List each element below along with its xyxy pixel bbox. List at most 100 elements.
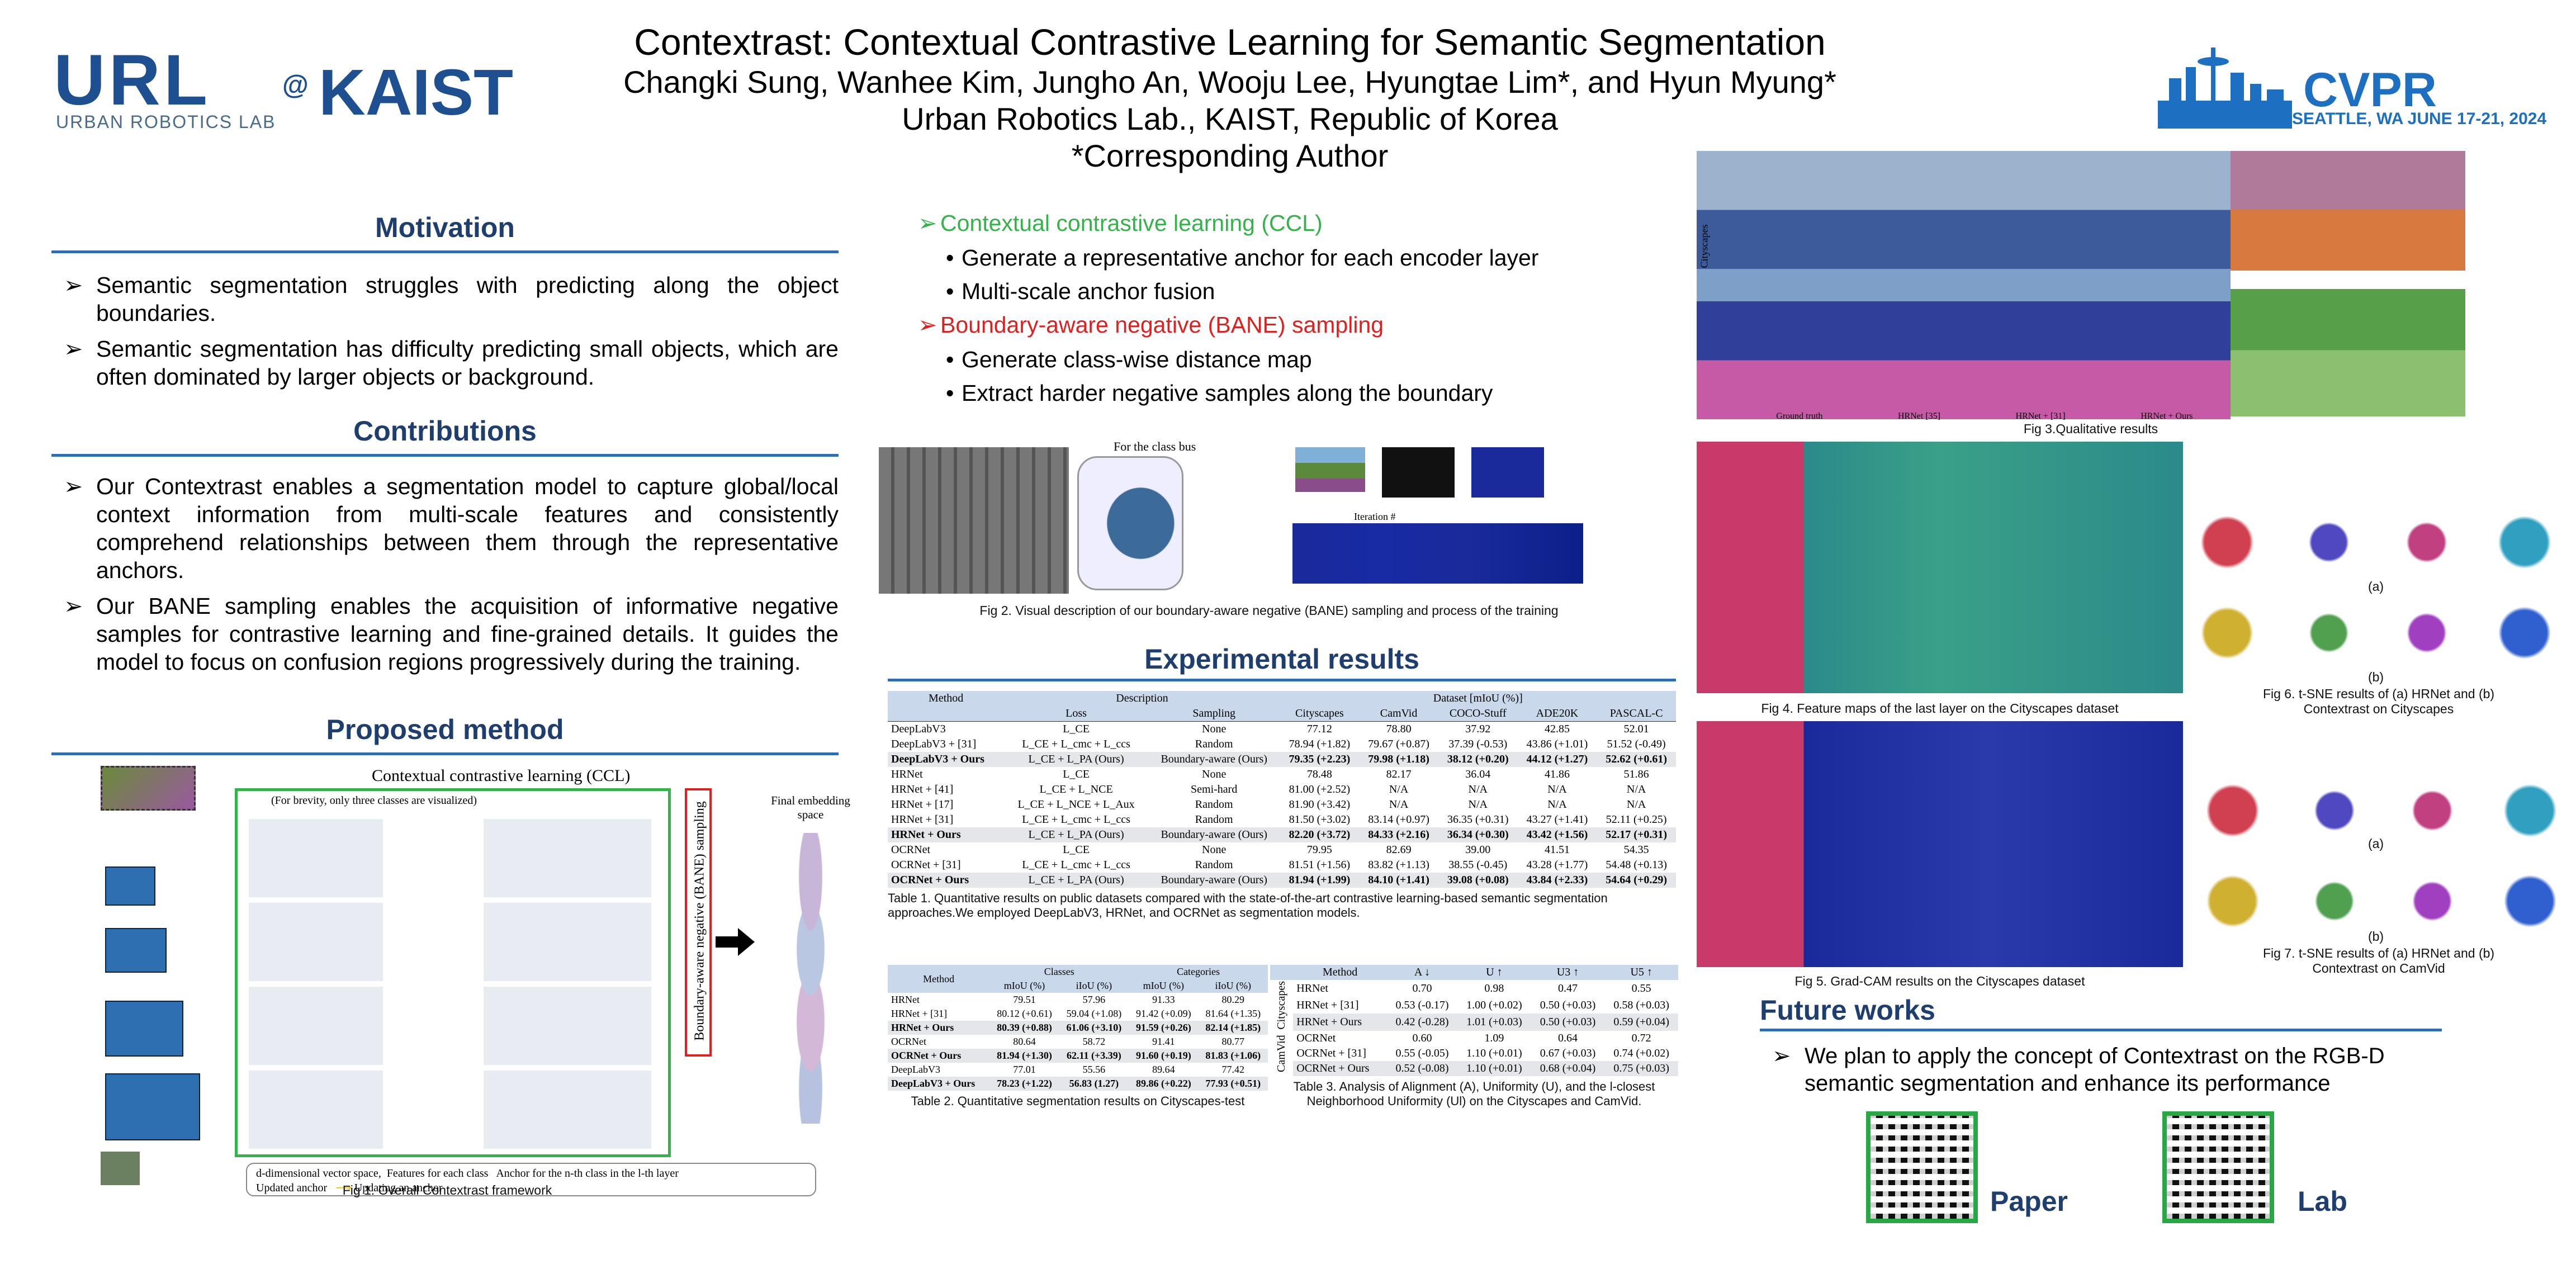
fig5-gradcam (1697, 721, 2183, 967)
table-cell: 41.51 (1544, 844, 1570, 856)
table-cell: HRNet + [41] (891, 783, 954, 795)
table-row: OCRNet 80.64 58.72 91.41 80.77 (888, 1035, 1268, 1049)
table-cell: 0.53 (-0.17) (1395, 998, 1449, 1011)
fig7-a-label: (a) (2367, 836, 2384, 851)
fig2-embedding (1077, 456, 1183, 590)
table-cell: 91.41 (1152, 1036, 1175, 1047)
table-cell: 77.12 (1306, 723, 1332, 735)
table-cell: 61.06 (+3.10) (1066, 1022, 1122, 1033)
table-header: U ↑ (1486, 966, 1503, 978)
feature-block (105, 928, 167, 973)
motivation-section: Motivation Semantic segmentation struggl… (51, 211, 839, 399)
table-cell: HRNet + [31] (891, 1008, 948, 1019)
table-header: COCO-Stuff (1449, 707, 1507, 719)
table-cell: L_CE + L_cmc + L_ccs (1022, 738, 1130, 750)
table-header: Method (929, 692, 964, 704)
table1-body: DeepLabV3 L_CE None 77.12 78.80 37.92 42.85 52.… (888, 722, 1676, 888)
table-group-label: Cityscapes (1275, 981, 1288, 1030)
table-cell: Semi-hard (1191, 783, 1238, 795)
feature-block (105, 866, 155, 906)
table-cell: 62.11 (+3.39) (1067, 1050, 1121, 1061)
table-header-row: Method A ↓ U ↑ U3 ↑ U5 ↑ (1270, 965, 1678, 980)
legend-item: Updating an anchor (354, 1182, 443, 1194)
table-cell: DeepLabV3 + Ours (891, 1078, 976, 1089)
kaist-logo: KAIST (319, 56, 513, 129)
table-cell: 82.69 (1386, 844, 1412, 856)
paper-qr-code[interactable] (1866, 1111, 1978, 1223)
lab-qr-code[interactable] (2162, 1111, 2274, 1223)
table-header: U3 ↑ (1556, 966, 1579, 978)
bane-box-label: Boundary-aware negative (BANE) sampling (692, 801, 707, 1041)
table-cell: L_CE + L_cmc + L_ccs (1022, 859, 1130, 871)
table-cell: 0.58 (+0.03) (1613, 998, 1669, 1011)
fig3-label: Ground truth (1776, 411, 1823, 421)
table-cell: 77.01 (1013, 1064, 1036, 1075)
table-cell: Boundary-aware (Ours) (1161, 753, 1267, 765)
table-cell: 84.10 (+1.41) (1368, 874, 1429, 886)
cvpr-date: SEATTLE, WA JUNE 17-21, 2024 (2292, 110, 2547, 128)
table-cell: HRNet + [17] (891, 798, 954, 811)
table-cell: 80.64 (1013, 1036, 1036, 1047)
table-row: HRNet + [41] L_CE + L_NCE Semi-hard 81.00 (… (888, 782, 1676, 797)
table-cell: 38.12 (+0.20) (1447, 753, 1509, 765)
bane-box: Boundary-aware negative (BANE) sampling (685, 788, 712, 1057)
table-cell: 1.10 (+0.01) (1466, 1062, 1522, 1074)
table-row: HRNet + Ours 80.39 (+0.88) 61.06 (+3.10) 91… (888, 1021, 1268, 1035)
legend-item: Updated anchor (256, 1182, 328, 1194)
table-header: Method (923, 973, 955, 984)
divider (51, 454, 839, 457)
table-cell: L_CE (1063, 723, 1090, 735)
table-cell: 0.50 (+0.03) (1540, 1016, 1596, 1029)
fig2-class-label: For the class bus (1114, 439, 1196, 453)
fig2-iteration-strip (1292, 523, 1583, 584)
table-row: DeepLabV3 77.01 55.56 89.64 77.42 (888, 1063, 1268, 1077)
fig6-a-label: (a) (2367, 579, 2384, 594)
table-cell: HRNet (891, 994, 920, 1005)
table-cell: HRNet (1296, 982, 1328, 995)
table-cell: 43.86 (+1.01) (1526, 738, 1588, 750)
bane-sub-item: Generate class-wise distance map (906, 343, 1677, 377)
table1: Method Description Dataset [mIoU (%)] Lo… (888, 691, 1676, 920)
url-logo: URL URBAN ROBOTICS LAB (54, 39, 277, 132)
corresponding-note: *Corresponding Author (1071, 138, 1389, 174)
contribution-item: Our BANE sampling enables the acquisitio… (51, 592, 839, 676)
fig3-ade-coco (2231, 151, 2465, 416)
fig2-mask (1382, 447, 1455, 498)
table-cell: L_CE (1063, 844, 1090, 856)
table-cell: OCRNet + Ours (891, 874, 969, 886)
table-cell: DeepLabV3 + [31] (891, 738, 977, 750)
table-cell: Boundary-aware (Ours) (1161, 828, 1267, 841)
table-cell: OCRNet + Ours (891, 1050, 962, 1061)
table-header: Sampling (1192, 707, 1236, 719)
table2: Method Classes Categories mIoU (%) iIoU … (888, 965, 1268, 1109)
table-cell: 37.39 (-0.53) (1448, 738, 1508, 750)
table2-caption: Table 2. Quantitative segmentation resul… (911, 1094, 1245, 1108)
table-cell: 78.94 (+1.82) (1289, 738, 1351, 750)
fig3-side-label: Cityscapes (1698, 224, 1710, 268)
table-cell: N/A (1389, 783, 1409, 795)
table-cell: 37.92 (1465, 723, 1491, 735)
table-cell: 54.48 (+0.13) (1606, 859, 1667, 871)
table-row: DeepLabV3 + [31] L_CE + L_cmc + L_ccs Rand… (888, 737, 1676, 752)
table-header: Cityscapes (1295, 707, 1344, 719)
table-cell: Random (1195, 813, 1233, 826)
fig5-caption: Fig 5. Grad-CAM results on the Cityscape… (1794, 974, 2085, 988)
fig2-caption: Fig 2. Visual description of our boundar… (979, 603, 1559, 618)
fig1-framework: Contextual contrastive learning (CCL) (F… (45, 760, 864, 1196)
table-cell: 82.14 (+1.85) (1205, 1022, 1261, 1033)
fig7-b-label: (b) (2367, 929, 2384, 944)
table-row: DeepLabV3 + Ours L_CE + L_PA (Ours) Bounda… (888, 752, 1676, 767)
table-cell: 91.33 (1152, 994, 1175, 1005)
table-cell: DeepLabV3 + Ours (891, 753, 984, 765)
table-header: iIoU (%) (1215, 980, 1251, 991)
table-cell: 78.80 (1386, 723, 1412, 735)
table-cell: OCRNet + [31] (1296, 1046, 1366, 1059)
table-cell: 41.86 (1544, 768, 1570, 780)
table-cell: HRNet (891, 768, 923, 780)
table-cell: 80.77 (1221, 1036, 1245, 1047)
table-cell: 0.47 (1558, 982, 1578, 995)
fig3-label: HRNet + [31] (2015, 411, 2066, 421)
legend-item: Features for each class (386, 1167, 489, 1180)
paper-label: Paper (1990, 1186, 2068, 1217)
table-cell: OCRNet + Ours (1296, 1062, 1370, 1074)
